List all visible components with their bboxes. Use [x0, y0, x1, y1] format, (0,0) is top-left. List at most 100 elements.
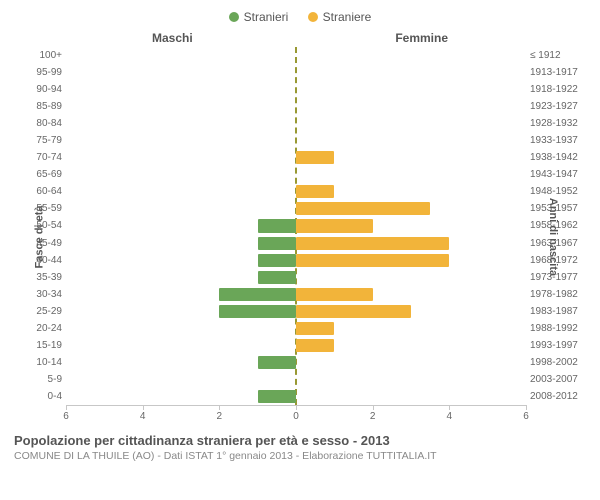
birth-years-label: 1988-1992	[530, 323, 586, 334]
birth-years-label: 1978-1982	[530, 289, 586, 300]
male-half	[66, 356, 296, 369]
female-half	[296, 339, 526, 352]
female-bar	[296, 219, 373, 232]
chart-row: 45-491963-1967	[66, 235, 526, 252]
legend-item-male: Stranieri	[229, 10, 289, 24]
female-bar	[296, 254, 449, 267]
x-tick	[296, 405, 297, 410]
chart-row: 35-391973-1977	[66, 269, 526, 286]
chart-subtitle: COMUNE DI LA THUILE (AO) - Dati ISTAT 1°…	[14, 450, 586, 462]
female-bar	[296, 202, 430, 215]
chart-row: 0-42008-2012	[66, 388, 526, 405]
male-half	[66, 305, 296, 318]
chart-row: 55-591953-1957	[66, 200, 526, 217]
legend-label-male: Stranieri	[244, 10, 289, 24]
female-half	[296, 219, 526, 232]
male-half	[66, 373, 296, 386]
male-half	[66, 117, 296, 130]
chart-footer: Popolazione per cittadinanza straniera p…	[12, 427, 588, 462]
birth-years-label: 1998-2002	[530, 357, 586, 368]
age-label: 25-29	[18, 306, 62, 317]
age-label: 10-14	[18, 357, 62, 368]
x-tick-label: 0	[293, 411, 299, 422]
chart-row: 85-891923-1927	[66, 98, 526, 115]
female-bar	[296, 305, 411, 318]
female-half	[296, 151, 526, 164]
chart-row: 75-791933-1937	[66, 132, 526, 149]
chart-row: 30-341978-1982	[66, 286, 526, 303]
male-half	[66, 339, 296, 352]
chart-row: 70-741938-1942	[66, 149, 526, 166]
x-tick-label: 6	[523, 411, 529, 422]
age-label: 65-69	[18, 169, 62, 180]
male-half	[66, 254, 296, 267]
female-bar	[296, 237, 449, 250]
chart-row: 25-291983-1987	[66, 303, 526, 320]
male-bar	[258, 254, 296, 267]
female-half	[296, 373, 526, 386]
male-bar	[258, 356, 296, 369]
birth-years-label: 2008-2012	[530, 391, 586, 402]
chart-row: 65-691943-1947	[66, 166, 526, 183]
chart-row: 15-191993-1997	[66, 337, 526, 354]
plot-area: Fasce di età Anni di nascita 100+≤ 19129…	[12, 47, 588, 427]
female-half	[296, 202, 526, 215]
female-bar	[296, 288, 373, 301]
male-half	[66, 100, 296, 113]
x-tick-label: 6	[63, 411, 69, 422]
chart-row: 40-441968-1972	[66, 252, 526, 269]
chart-row: 20-241988-1992	[66, 320, 526, 337]
birth-years-label: 1928-1932	[530, 118, 586, 129]
age-label: 0-4	[18, 391, 62, 402]
x-tick-label: 4	[140, 411, 146, 422]
female-half	[296, 100, 526, 113]
column-header-female: Femmine	[395, 31, 448, 45]
legend-swatch-male	[229, 12, 239, 22]
female-half	[296, 134, 526, 147]
male-bar	[258, 271, 296, 284]
female-half	[296, 117, 526, 130]
age-label: 75-79	[18, 135, 62, 146]
age-label: 30-34	[18, 289, 62, 300]
x-tick	[449, 405, 450, 410]
female-half	[296, 185, 526, 198]
male-half	[66, 202, 296, 215]
birth-years-label: 1973-1977	[530, 272, 586, 283]
age-label: 90-94	[18, 84, 62, 95]
birth-years-label: 1918-1922	[530, 84, 586, 95]
male-half	[66, 168, 296, 181]
male-half	[66, 49, 296, 62]
age-label: 50-54	[18, 220, 62, 231]
chart-row: 5-92003-2007	[66, 371, 526, 388]
female-bar	[296, 322, 334, 335]
x-axis: 6420246	[66, 405, 526, 427]
age-label: 100+	[18, 50, 62, 61]
age-label: 35-39	[18, 272, 62, 283]
male-half	[66, 271, 296, 284]
female-half	[296, 322, 526, 335]
age-label: 70-74	[18, 152, 62, 163]
chart-container: Stranieri Straniere Maschi Femmine Fasce…	[0, 0, 600, 500]
male-half	[66, 390, 296, 403]
age-label: 95-99	[18, 67, 62, 78]
male-half	[66, 185, 296, 198]
female-half	[296, 254, 526, 267]
male-half	[66, 322, 296, 335]
birth-years-label: 1913-1917	[530, 67, 586, 78]
female-half	[296, 288, 526, 301]
male-half	[66, 237, 296, 250]
x-tick-label: 4	[447, 411, 453, 422]
x-tick	[219, 405, 220, 410]
birth-years-label: 1968-1972	[530, 255, 586, 266]
age-label: 15-19	[18, 340, 62, 351]
female-half	[296, 49, 526, 62]
male-bar	[219, 305, 296, 318]
age-label: 85-89	[18, 101, 62, 112]
birth-years-label: 1993-1997	[530, 340, 586, 351]
male-bar	[258, 219, 296, 232]
male-bar	[219, 288, 296, 301]
x-tick	[373, 405, 374, 410]
age-label: 80-84	[18, 118, 62, 129]
chart-row: 60-641948-1952	[66, 183, 526, 200]
birth-years-label: 1983-1987	[530, 306, 586, 317]
